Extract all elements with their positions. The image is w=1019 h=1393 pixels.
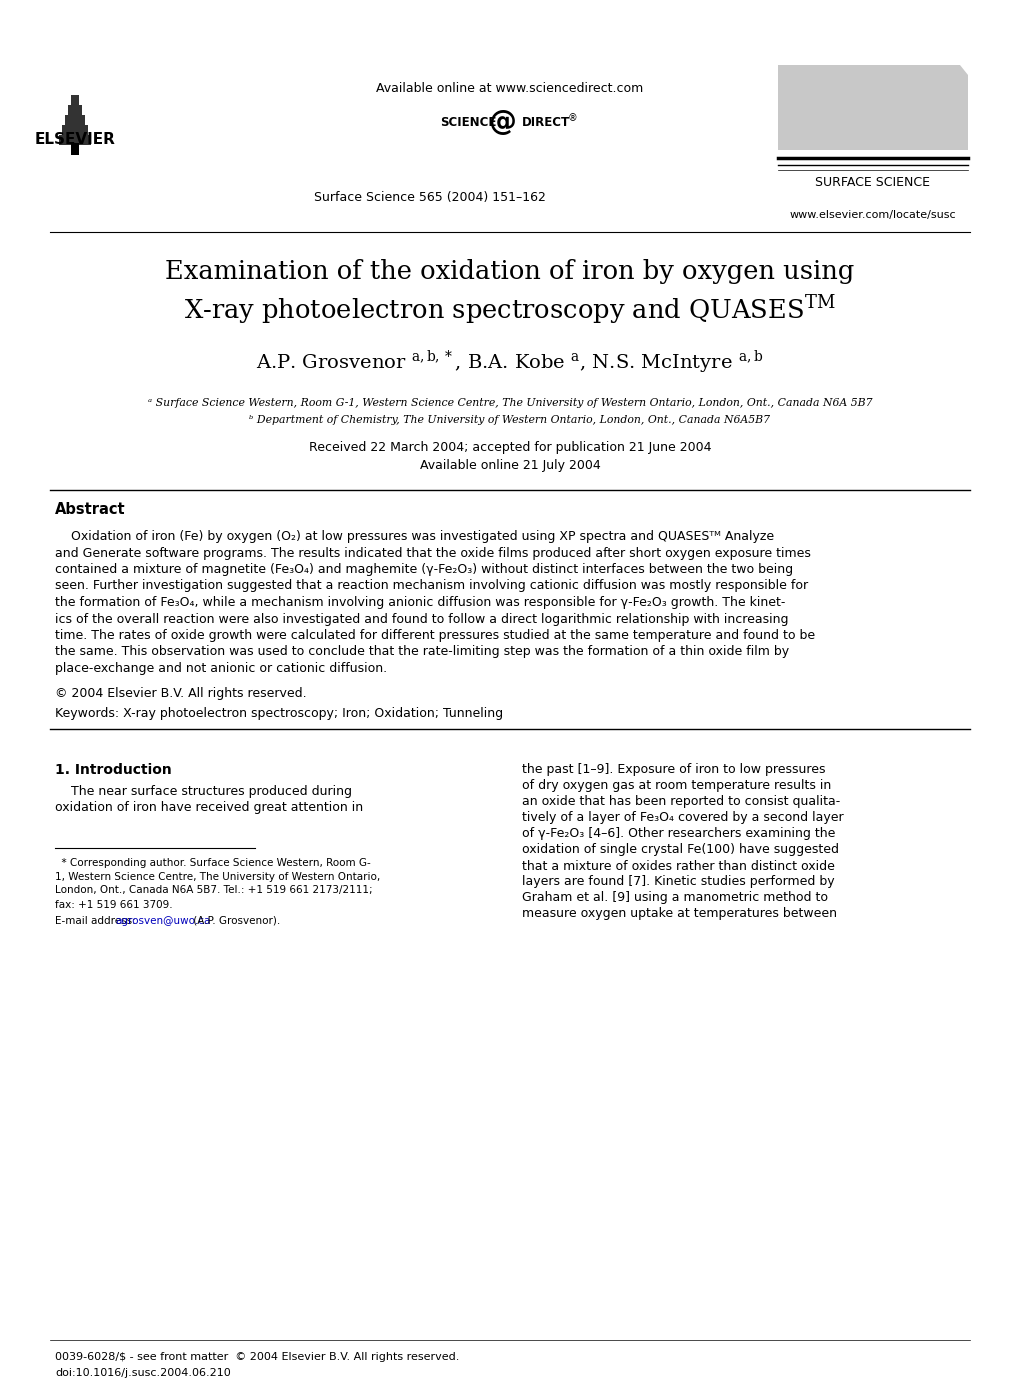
- Text: Available online at www.sciencedirect.com: Available online at www.sciencedirect.co…: [376, 82, 643, 95]
- Text: seen. Further investigation suggested that a reaction mechanism involving cation: seen. Further investigation suggested th…: [55, 579, 807, 592]
- Polygon shape: [777, 65, 967, 150]
- Text: The near surface structures produced during: The near surface structures produced dur…: [55, 786, 352, 798]
- Text: ics of the overall reaction were also investigated and found to follow a direct : ics of the overall reaction were also in…: [55, 613, 788, 625]
- Text: contained a mixture of magnetite (Fe₃O₄) and maghemite (γ-Fe₂O₃) without distinc: contained a mixture of magnetite (Fe₃O₄)…: [55, 563, 793, 575]
- Text: Examination of the oxidation of iron by oxygen using: Examination of the oxidation of iron by …: [165, 259, 854, 284]
- Text: layers are found [7]. Kinetic studies performed by: layers are found [7]. Kinetic studies pe…: [522, 875, 834, 889]
- Text: Surface Science 565 (2004) 151–162: Surface Science 565 (2004) 151–162: [314, 191, 545, 203]
- Text: the past [1–9]. Exposure of iron to low pressures: the past [1–9]. Exposure of iron to low …: [522, 763, 824, 776]
- Text: E-mail address:: E-mail address:: [55, 915, 139, 925]
- Text: agrosven@uwo.ca: agrosven@uwo.ca: [115, 915, 210, 925]
- Text: and Generate software programs. The results indicated that the oxide films produ: and Generate software programs. The resu…: [55, 546, 810, 560]
- Text: SCIENCE: SCIENCE: [439, 116, 496, 128]
- Text: SURFACE SCIENCE: SURFACE SCIENCE: [815, 176, 929, 188]
- Text: fax: +1 519 661 3709.: fax: +1 519 661 3709.: [55, 900, 172, 910]
- Text: 1, Western Science Centre, The University of Western Ontario,: 1, Western Science Centre, The Universit…: [55, 872, 380, 882]
- Text: Oxidation of iron (Fe) by oxygen (O₂) at low pressures was investigated using XP: Oxidation of iron (Fe) by oxygen (O₂) at…: [55, 529, 773, 543]
- Text: of dry oxygen gas at room temperature results in: of dry oxygen gas at room temperature re…: [522, 780, 830, 793]
- Text: oxidation of iron have received great attention in: oxidation of iron have received great at…: [55, 801, 363, 815]
- Bar: [71, 95, 78, 104]
- Text: 0039-6028/$ - see front matter  © 2004 Elsevier B.V. All rights reserved.: 0039-6028/$ - see front matter © 2004 El…: [55, 1353, 459, 1362]
- Text: tively of a layer of Fe₃O₄ covered by a second layer: tively of a layer of Fe₃O₄ covered by a …: [522, 812, 843, 825]
- Text: place-exchange and not anionic or cationic diffusion.: place-exchange and not anionic or cation…: [55, 662, 387, 676]
- Text: Available online 21 July 2004: Available online 21 July 2004: [419, 458, 600, 471]
- Text: that a mixture of oxides rather than distinct oxide: that a mixture of oxides rather than dis…: [522, 859, 835, 872]
- Text: A.P. Grosvenor $\mathregular{^{a,b,*}}$, B.A. Kobe $\mathregular{^{a}}$, N.S. Mc: A.P. Grosvenor $\mathregular{^{a,b,*}}$,…: [256, 348, 763, 376]
- Bar: [62, 125, 88, 135]
- Text: DIRECT: DIRECT: [522, 116, 570, 128]
- Text: X-ray photoelectron spectroscopy and QUASES$\mathregular{^{TM}}$: X-ray photoelectron spectroscopy and QUA…: [184, 294, 835, 327]
- Text: Keywords: X-ray photoelectron spectroscopy; Iron; Oxidation; Tunneling: Keywords: X-ray photoelectron spectrosco…: [55, 706, 502, 720]
- Text: * Corresponding author. Surface Science Western, Room G-: * Corresponding author. Surface Science …: [55, 858, 370, 868]
- Text: Abstract: Abstract: [55, 503, 125, 518]
- Bar: [71, 143, 78, 155]
- Text: www.elsevier.com/locate/susc: www.elsevier.com/locate/susc: [789, 210, 956, 220]
- Text: © 2004 Elsevier B.V. All rights reserved.: © 2004 Elsevier B.V. All rights reserved…: [55, 687, 307, 699]
- Text: ®: ®: [568, 113, 577, 123]
- Text: the same. This observation was used to conclude that the rate-limiting step was : the same. This observation was used to c…: [55, 645, 789, 659]
- Text: Graham et al. [9] using a manometric method to: Graham et al. [9] using a manometric met…: [522, 892, 827, 904]
- Bar: [65, 116, 85, 125]
- Bar: [68, 104, 82, 116]
- Text: ᵃ Surface Science Western, Room G-1, Western Science Centre, The University of W: ᵃ Surface Science Western, Room G-1, Wes…: [148, 398, 871, 408]
- Text: London, Ont., Canada N6A 5B7. Tel.: +1 519 661 2173/2111;: London, Ont., Canada N6A 5B7. Tel.: +1 5…: [55, 886, 372, 896]
- Text: doi:10.1016/j.susc.2004.06.210: doi:10.1016/j.susc.2004.06.210: [55, 1368, 230, 1378]
- Text: (A.P. Grosvenor).: (A.P. Grosvenor).: [190, 915, 280, 925]
- Text: ELSEVIER: ELSEVIER: [35, 132, 115, 148]
- Text: 1. Introduction: 1. Introduction: [55, 763, 171, 777]
- Text: an oxide that has been reported to consist qualita-: an oxide that has been reported to consi…: [522, 795, 840, 808]
- Text: Received 22 March 2004; accepted for publication 21 June 2004: Received 22 March 2004; accepted for pub…: [309, 442, 710, 454]
- Text: @: @: [487, 109, 516, 137]
- Text: measure oxygen uptake at temperatures between: measure oxygen uptake at temperatures be…: [522, 907, 837, 921]
- Text: ᵇ Department of Chemistry, The University of Western Ontario, London, Ont., Cana: ᵇ Department of Chemistry, The Universit…: [250, 415, 769, 425]
- Bar: [59, 135, 91, 145]
- Text: oxidation of single crystal Fe(100) have suggested: oxidation of single crystal Fe(100) have…: [522, 844, 839, 857]
- Text: the formation of Fe₃O₄, while a mechanism involving anionic diffusion was respon: the formation of Fe₃O₄, while a mechanis…: [55, 596, 785, 609]
- Text: of γ-Fe₂O₃ [4–6]. Other researchers examining the: of γ-Fe₂O₃ [4–6]. Other researchers exam…: [522, 827, 835, 840]
- Text: time. The rates of oxide growth were calculated for different pressures studied : time. The rates of oxide growth were cal…: [55, 630, 814, 642]
